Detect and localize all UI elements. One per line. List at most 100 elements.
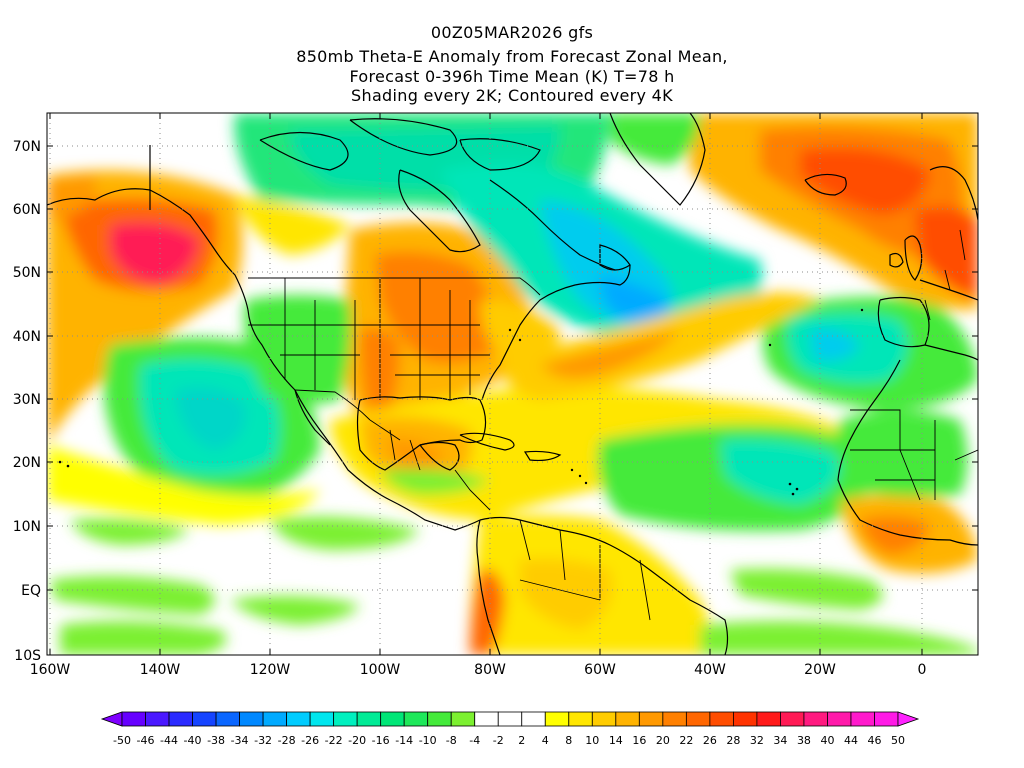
longitude-label: 140W [140, 662, 181, 678]
island-dot [508, 328, 512, 332]
warm-halo-sw [47, 445, 320, 525]
us-state-grid-3 [419, 278, 471, 400]
scandinavia [929, 166, 978, 221]
colorbar-box [497, 711, 523, 727]
colorbar-label: 44 [844, 734, 858, 747]
colorbar-box [732, 711, 758, 727]
island-dot [570, 468, 574, 472]
arctic-islands-2 [349, 118, 458, 156]
central-america [454, 469, 491, 511]
cold-central-atlantic-inner [810, 329, 860, 361]
mexico-states [369, 419, 421, 471]
colorbar-label: -50 [113, 734, 131, 747]
cuba [459, 432, 515, 451]
latitude-labels: 70N 60N 50N 40N 30N 20N 10N EQ 10S [13, 139, 41, 664]
map-frame [46, 112, 979, 656]
colorbar-label: 32 [750, 734, 764, 747]
colorbar-box [568, 711, 593, 727]
colorbar-box [121, 711, 146, 727]
alaska-coast [47, 188, 249, 311]
colorbar-label: -26 [301, 734, 319, 747]
africa-west-coast [837, 359, 978, 546]
colorbar-box [544, 711, 570, 727]
colorbar [100, 711, 920, 727]
colorbar-label: -22 [325, 734, 343, 747]
colorbar-label: 14 [609, 734, 623, 747]
cold-western-us [244, 295, 352, 404]
longitude-label: 100W [360, 662, 401, 678]
south-america-borders [519, 519, 651, 621]
latitude-label: EQ [21, 583, 41, 599]
cold-eq-streak-8 [380, 468, 490, 495]
colorbar-label: -28 [278, 734, 296, 747]
latitude-label: 30N [13, 392, 41, 408]
title-line-2: 850mb Theta-E Anomaly from Forecast Zona… [296, 47, 728, 66]
latitude-label: 50N [13, 265, 41, 281]
colorbar-box [685, 711, 711, 727]
colorbar-max-arrow [897, 711, 920, 727]
gridlines [47, 113, 978, 655]
us-state-grid-2 [248, 324, 490, 376]
longitude-label: 120W [250, 662, 291, 678]
colorbar-box [521, 711, 546, 727]
warm-bering [47, 175, 96, 220]
colorbar-label: 10 [585, 734, 599, 747]
colorbar-box [215, 711, 240, 727]
cold-eq-streak-7 [700, 621, 978, 655]
colorbar-label: 2 [518, 734, 525, 747]
island-dot [518, 338, 522, 342]
colorbar-box [192, 711, 217, 727]
colorbar-box [262, 711, 288, 727]
us-state-grid-1 [284, 278, 381, 400]
colorbar-label: 46 [867, 734, 881, 747]
colorbar-label: 38 [797, 734, 811, 747]
colorbar-label: -34 [231, 734, 249, 747]
europe-borders [924, 229, 966, 321]
cold-newfoundland-inner [600, 275, 670, 319]
colorbar-box [780, 711, 805, 727]
us-mexico-border [294, 389, 371, 421]
colorbar-box [403, 711, 429, 727]
title-line-4: Shading every 2K; Contoured every 4K [351, 86, 673, 105]
colorbar-box [356, 711, 382, 727]
colorbar-label: -32 [254, 734, 272, 747]
colorbar-label: 28 [726, 734, 740, 747]
colorbar-box [168, 711, 193, 727]
colorbar-box [709, 711, 734, 727]
latitude-label: 70N [13, 139, 41, 155]
colorbar-label: -44 [160, 734, 178, 747]
warm-amazon [520, 558, 612, 630]
colorbar-label: 16 [632, 734, 646, 747]
cold-eq-streak-5 [60, 621, 227, 655]
colorbar-min-arrow [100, 711, 123, 727]
title-line-1: 00Z05MAR2026 gfs [430, 23, 594, 42]
longitude-label: 60W [584, 662, 616, 678]
longitude-labels: 160W 140W 120W 100W 80W 60W 40W 20W 0 [30, 662, 927, 678]
colorbar-box [309, 711, 335, 727]
colorbar-label: -8 [446, 734, 457, 747]
colorbar-label: -40 [184, 734, 202, 747]
warm-atlantic-band-inner [540, 330, 680, 379]
cold-eq-streak-4 [270, 516, 420, 550]
cold-eq-streak-2 [230, 596, 360, 625]
island-dot [860, 308, 864, 312]
colorbar-box [756, 711, 781, 727]
cold-eq-streak-6 [730, 568, 883, 610]
labrador [489, 179, 616, 271]
cold-eq-streak-1 [50, 576, 215, 615]
colorbar-label: -46 [137, 734, 155, 747]
south-america-west [476, 519, 501, 655]
cold-greenland [610, 113, 700, 165]
cold-east-pacific-inner [175, 387, 246, 450]
hudson-bay [398, 169, 481, 253]
baja [294, 389, 331, 446]
colorbar-label: -38 [207, 734, 225, 747]
colorbar-box [827, 711, 852, 727]
colorbar-box [427, 711, 452, 727]
island-dot [578, 474, 582, 478]
longitude-label: 80W [474, 662, 506, 678]
island-dot [584, 481, 588, 485]
west-coast-na [247, 309, 481, 531]
colorbar-label: -4 [469, 734, 480, 747]
